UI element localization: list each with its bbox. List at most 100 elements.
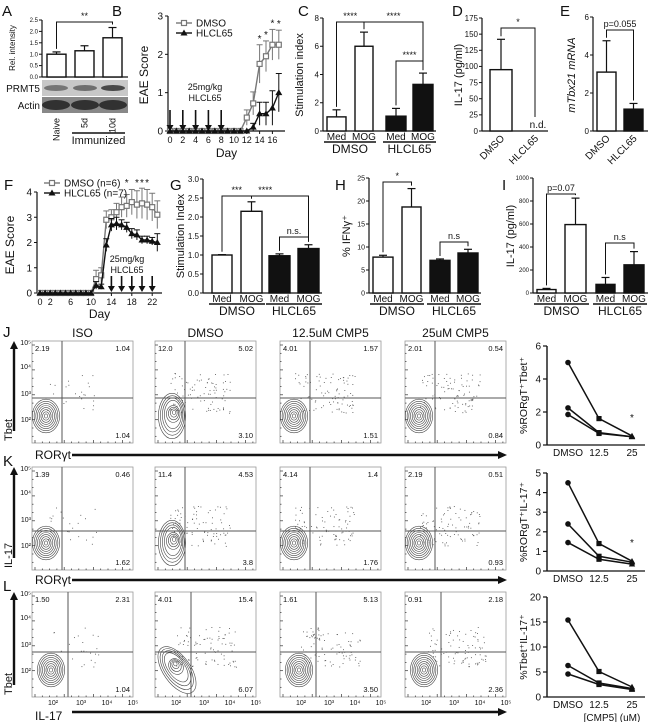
event-dot [457, 395, 459, 397]
category-label: 12.5 [589, 574, 609, 585]
event-dot [439, 665, 441, 667]
event-dot [349, 515, 351, 517]
event-dot [222, 407, 224, 409]
contour [285, 652, 313, 688]
event-dot [450, 518, 452, 520]
event-dot [228, 525, 230, 526]
event-dot [295, 514, 297, 516]
event-dot [205, 387, 207, 388]
event-dot [180, 513, 182, 515]
event-dot [447, 525, 449, 527]
event-dot [429, 375, 431, 377]
event-dot [318, 656, 320, 657]
event-dot [303, 521, 305, 523]
event-dot [359, 640, 361, 642]
event-dot [211, 627, 213, 628]
contour [42, 538, 50, 548]
category-label: MOG [411, 132, 435, 143]
contour [48, 667, 53, 673]
event-dot [468, 666, 470, 668]
event-dot [197, 506, 199, 507]
open-square-marker [133, 201, 140, 208]
event-dot [349, 540, 351, 542]
contour [291, 661, 307, 679]
filled-triangle-marker [87, 289, 95, 296]
event-dot [177, 514, 179, 516]
quadrant-lower-right-value: 0.84 [488, 431, 503, 440]
y-tick-label: 2 [585, 89, 590, 98]
event-dot [54, 384, 56, 386]
event-dot [314, 633, 315, 635]
event-dot [447, 388, 449, 390]
event-dot [330, 377, 332, 378]
event-dot [452, 388, 454, 390]
open-square-marker [275, 41, 282, 48]
contour [35, 403, 57, 429]
event-dot [336, 634, 338, 636]
event-dot [433, 656, 435, 658]
event-dot [350, 535, 351, 537]
event-dot [229, 381, 231, 383]
y-axis-label: %RORgT⁺Tbet⁺ [518, 357, 530, 434]
treatment-arrow-head [138, 286, 146, 292]
contour [296, 667, 301, 673]
event-dot [334, 539, 336, 541]
event-dot [435, 644, 437, 646]
event-dot [327, 390, 329, 392]
event-dot [234, 631, 236, 633]
event-dot [453, 657, 454, 659]
category-label: HLCL65 [507, 133, 541, 167]
event-dot [80, 514, 82, 516]
event-dot [331, 411, 333, 413]
event-dot [426, 385, 428, 387]
event-dot [318, 380, 320, 382]
event-dot [301, 526, 303, 527]
circle-marker [565, 617, 571, 623]
contour [290, 538, 298, 548]
quadrant-upper-left-value: 2.19 [35, 344, 50, 353]
event-dot [353, 514, 355, 516]
event-dot [334, 398, 336, 400]
quadrant-upper-right-value: 5.13 [363, 595, 378, 604]
event-dot [426, 523, 428, 525]
event-dot [186, 532, 188, 534]
event-dot [441, 534, 443, 536]
event-dot [205, 663, 207, 665]
event-dot [77, 522, 79, 524]
triangle-marker [628, 686, 636, 692]
event-dot [170, 382, 172, 384]
event-dot [177, 509, 179, 511]
event-dot [174, 403, 176, 405]
event-dot [200, 379, 202, 381]
event-dot [231, 642, 233, 644]
filled-triangle-marker [67, 289, 75, 296]
filled-triangle-marker [256, 110, 264, 117]
y-axis-label: Tbet [3, 673, 15, 695]
event-dot [196, 379, 198, 381]
event-dot [213, 408, 215, 410]
y-tick-label: 25 [357, 175, 365, 182]
contour [166, 532, 181, 550]
x-tick-label: 10³ [324, 700, 335, 707]
event-dot [473, 396, 475, 398]
significance-label: * [395, 171, 399, 181]
event-dot [214, 392, 216, 394]
event-dot [471, 513, 473, 515]
event-dot [470, 527, 472, 529]
event-dot [471, 379, 473, 381]
panel-letter: I [502, 177, 506, 194]
event-dot [460, 538, 462, 540]
event-dot [309, 637, 311, 639]
contour [168, 658, 184, 675]
event-dot [453, 533, 455, 535]
event-dot [341, 652, 343, 654]
event-dot [96, 648, 98, 650]
event-dot [342, 655, 344, 657]
event-dot [432, 377, 434, 379]
event-dot [226, 508, 228, 510]
y-tick-label: 200 [519, 268, 530, 274]
event-dot [321, 648, 323, 650]
event-dot [222, 382, 224, 384]
x-tick-label: 0 [167, 135, 172, 145]
event-dot [191, 532, 193, 534]
